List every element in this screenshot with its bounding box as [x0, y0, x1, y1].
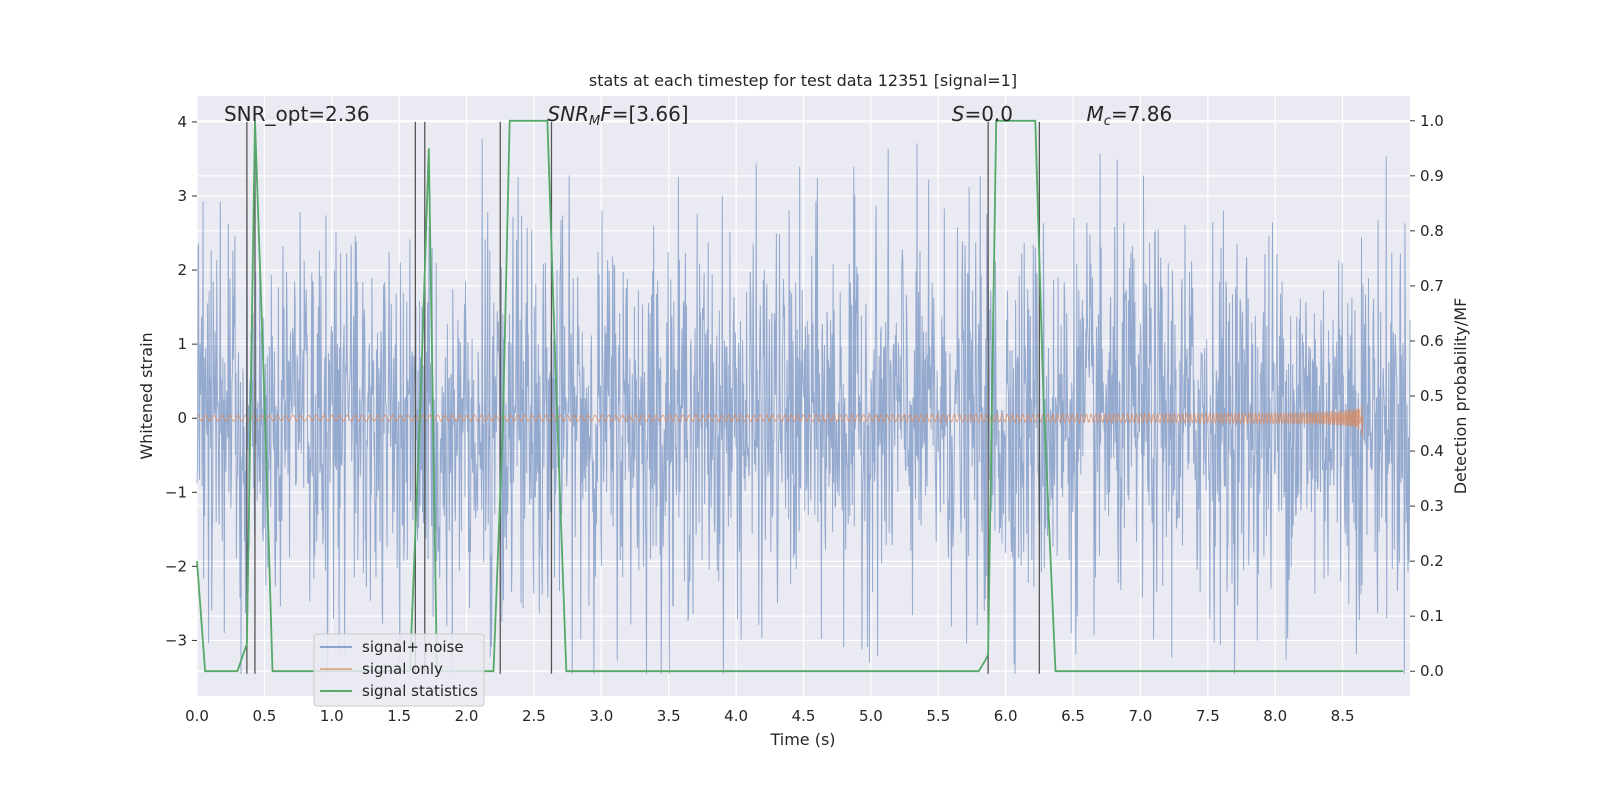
x-axis-label: Time (s) [769, 730, 835, 749]
x-tick-label: 3.5 [657, 707, 681, 725]
y-tick-label-left: −3 [165, 631, 187, 649]
x-tick-label: 2.0 [455, 707, 479, 725]
x-tick-label: 6.5 [1061, 707, 1085, 725]
x-tick-label: 1.0 [320, 707, 344, 725]
stats-line [196, 119, 1404, 673]
legend-label-noise: signal+ noise [362, 638, 464, 656]
y-tick-label-right: 0.7 [1420, 277, 1444, 295]
y-tick-label-left: 1 [177, 335, 187, 353]
y-tick-label-left: −1 [165, 483, 187, 501]
y-axis-left-label: Whitened strain [137, 332, 156, 459]
y-tick-label-right: 0.9 [1420, 167, 1444, 185]
chart-title: stats at each timestep for test data 123… [589, 71, 1017, 90]
signal-only-series [196, 404, 1364, 436]
y-tick-label-right: 0.4 [1420, 442, 1444, 460]
legend-label-stats: signal statistics [362, 682, 478, 700]
x-tick-label: 0.0 [185, 707, 209, 725]
x-tick-label: 4.0 [724, 707, 748, 725]
x-tick-label: 6.0 [994, 707, 1018, 725]
chirp-line [196, 404, 1364, 436]
signal-statistics-series [196, 119, 1404, 673]
annotation-0: SNR_opt=2.36 [224, 102, 370, 126]
x-tick-label: 5.0 [859, 707, 883, 725]
y-tick-label-left: 2 [177, 261, 187, 279]
y-tick-label-left: 3 [177, 187, 187, 205]
x-tick-label: 2.5 [522, 707, 546, 725]
y-tick-label-left: 0 [177, 409, 187, 427]
annotation-3: Mc=7.86 [1087, 102, 1173, 129]
x-tick-label: 8.0 [1263, 707, 1287, 725]
y-tick-label-right: 0.8 [1420, 222, 1444, 240]
x-tick-label: 7.0 [1129, 707, 1153, 725]
y-tick-label-right: 0.1 [1420, 607, 1444, 625]
y-axis-left-ticks: −3 −2 −1 0 1 2 3 4 [165, 113, 197, 649]
annotations: SNR_opt=2.36 SNRMF=[3.66] S=0.0 Mc=7.86 [224, 102, 1172, 129]
y-tick-label-right: 0.0 [1420, 662, 1444, 680]
x-tick-label: 8.5 [1331, 707, 1355, 725]
legend: signal+ noise signal only signal statist… [313, 633, 485, 707]
y-tick-label-right: 0.2 [1420, 552, 1444, 570]
y-tick-label-right: 1.0 [1420, 112, 1444, 130]
annotation-2: S=0.0 [952, 102, 1013, 126]
x-tick-label: 7.5 [1196, 707, 1220, 725]
y-tick-label-right: 0.3 [1420, 497, 1444, 515]
x-tick-label: 3.0 [589, 707, 613, 725]
x-axis-ticks: 0.0 0.5 1.0 1.5 2.0 2.5 3.0 3.5 4.0 4.5 5.0 5.5 6.0 6… [185, 707, 1354, 725]
y-axis-right-ticks: 0.0 0.1 0.2 0.3 0.4 0.5 0.6 0.7 0.8 0.9 1.0 [1410, 112, 1444, 680]
x-tick-label: 0.5 [252, 707, 276, 725]
y-tick-label-right: 0.5 [1420, 387, 1444, 405]
legend-label-signal: signal only [362, 660, 443, 678]
y-tick-label-left: 4 [177, 113, 187, 131]
x-tick-label: 1.5 [387, 707, 411, 725]
annotation-1: SNRMF=[3.66] [547, 102, 688, 129]
vertical-markers [246, 121, 1041, 674]
y-tick-label-left: −2 [165, 557, 187, 575]
y-tick-label-right: 0.6 [1420, 332, 1444, 350]
y-axis-right-label: Detection probability/MF [1451, 298, 1470, 495]
legend-box [313, 633, 485, 707]
x-tick-label: 5.5 [926, 707, 950, 725]
x-tick-label: 4.5 [792, 707, 816, 725]
